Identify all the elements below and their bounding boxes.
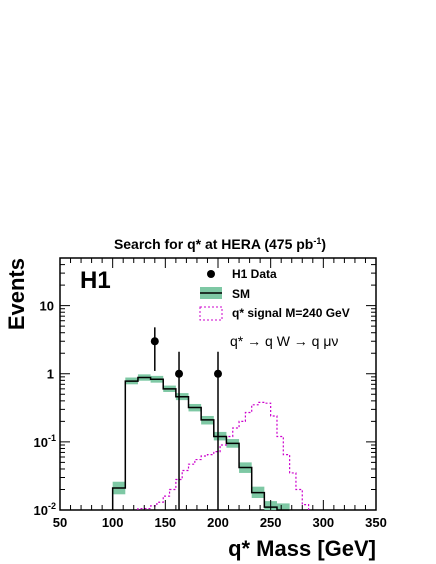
sm-histogram-line: [111, 376, 290, 511]
data-point: [150, 337, 159, 346]
x-tick-label: 350: [365, 515, 387, 530]
y-tick-label: 1: [47, 367, 54, 382]
legend: H1 Data SM q* signal M=240 GeV: [199, 267, 350, 321]
x-tick-label: 250: [260, 515, 282, 530]
x-tick-label: 200: [207, 515, 229, 530]
legend-label-sm: SM: [232, 287, 250, 301]
sm-band-bin: [276, 503, 290, 510]
x-tick-label: 300: [312, 515, 334, 530]
legend-data-marker: [207, 270, 215, 278]
signal-histogram-line: [137, 401, 310, 510]
sm-line-layer: [111, 376, 290, 511]
chart-title: Search for q* at HERA (475 pb-1): [114, 236, 326, 252]
signal-layer: [137, 401, 310, 510]
x-axis-label: q* Mass [GeV]: [228, 536, 376, 561]
legend-label-data: H1 Data: [232, 267, 277, 281]
x-tick-label: 50: [53, 515, 67, 530]
data-layer: [150, 327, 222, 510]
y-tick-label: 10: [40, 299, 54, 314]
experiment-label: H1: [80, 267, 111, 294]
sm-band-layer: [112, 374, 290, 510]
legend-signal-box: [199, 306, 223, 321]
y-tick-label: 10-1: [34, 433, 56, 450]
data-point: [214, 369, 222, 378]
x-tick-label: 150: [154, 515, 176, 530]
data-point: [175, 369, 184, 378]
process-annotation: q* → q W → q μν: [230, 333, 338, 349]
x-tick-label: 100: [102, 515, 124, 530]
y-axis-label: Events: [4, 258, 29, 330]
legend-label-signal: q* signal M=240 GeV: [232, 306, 350, 320]
